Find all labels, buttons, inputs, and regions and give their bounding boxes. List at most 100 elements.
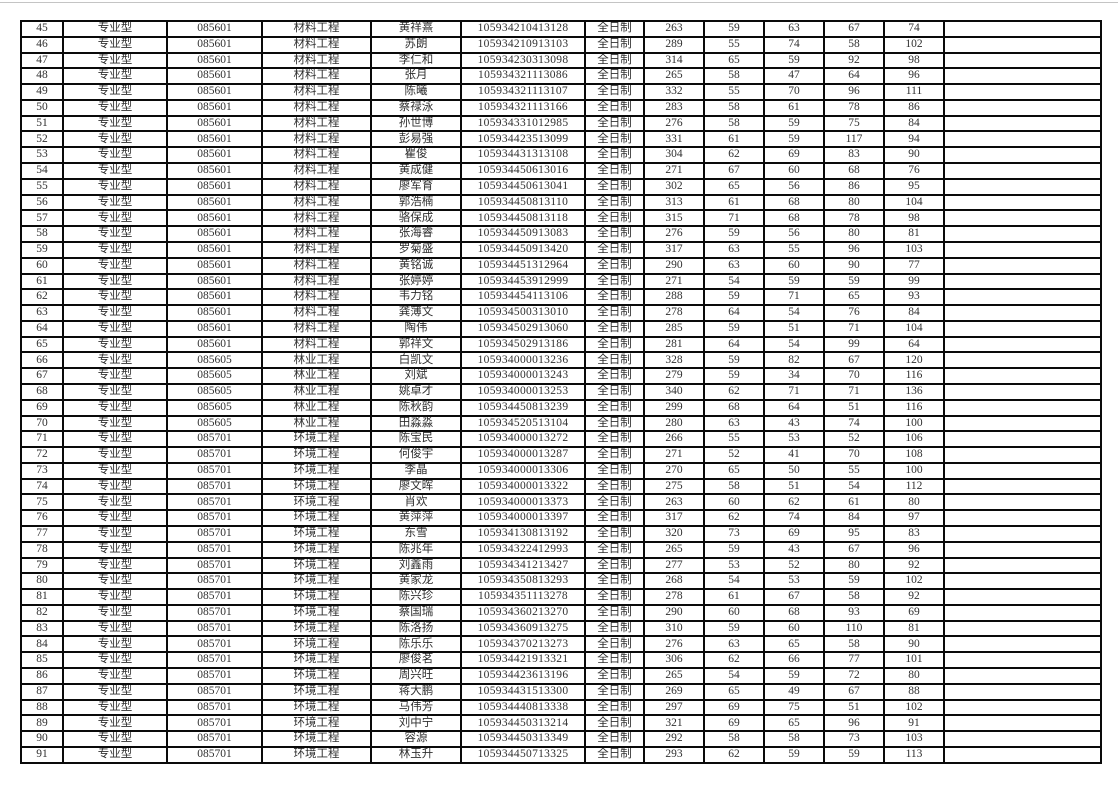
table-row: 65 专业型 085601 材料工程 郭祥文 105934502913186 全日制 281 6…	[20, 335, 1102, 354]
cell-blank	[943, 209, 1102, 228]
cell-score-3: 50	[763, 461, 825, 480]
cell-score-3: 71	[763, 288, 825, 307]
cell-exam-id: 105934423513099	[460, 130, 586, 149]
cell-total-score: 306	[643, 651, 705, 670]
cell-major-name: 材料工程	[261, 256, 372, 275]
cell-score-4: 70	[823, 367, 885, 385]
cell-study-mode: 全日制	[584, 130, 645, 149]
cell-score-5: 64	[883, 335, 945, 354]
cell-total-score: 280	[643, 414, 705, 433]
cell-score-5: 106	[883, 430, 945, 449]
cell-study-mode: 全日制	[584, 20, 645, 38]
cell-score-5: 90	[883, 635, 945, 654]
cell-student-name: 李仁和	[370, 51, 462, 70]
cell-major-code: 085601	[166, 335, 263, 354]
cell-score-2: 63	[703, 414, 765, 433]
cell-major-code: 085701	[166, 651, 263, 670]
cell-total-score: 276	[643, 225, 705, 243]
cell-score-5: 81	[883, 619, 945, 638]
cell-study-mode: 全日制	[584, 588, 645, 606]
table-row: 57 专业型 085601 材料工程 骆保成 105934450813118 全日制 315 7…	[20, 209, 1102, 228]
cell-blank	[943, 714, 1102, 733]
cell-score-5: 113	[883, 745, 945, 765]
cell-score-5: 102	[883, 35, 945, 54]
cell-study-mode: 全日制	[584, 540, 645, 559]
cell-major-name: 环境工程	[261, 714, 372, 733]
cell-score-5: 84	[883, 114, 945, 133]
cell-study-mode: 全日制	[584, 240, 645, 259]
table-row: 59 专业型 085601 材料工程 罗菊盛 105934450913420 全日制 317 6…	[20, 240, 1102, 259]
cell-degree-type: 专业型	[62, 51, 168, 70]
cell-score-2: 59	[703, 351, 765, 370]
cell-row-number: 74	[20, 477, 64, 496]
cell-blank	[943, 682, 1102, 701]
cell-study-mode: 全日制	[584, 493, 645, 512]
cell-score-4: 59	[823, 745, 885, 765]
cell-blank	[943, 635, 1102, 654]
cell-student-name: 廖俊茗	[370, 651, 462, 670]
cell-major-code: 085701	[166, 714, 263, 733]
cell-score-4: 64	[823, 67, 885, 86]
cell-major-code: 085701	[166, 525, 263, 543]
cell-blank	[943, 162, 1102, 180]
cell-major-name: 材料工程	[261, 304, 372, 322]
cell-blank	[943, 319, 1102, 338]
cell-score-2: 59	[703, 288, 765, 307]
cell-row-number: 55	[20, 177, 64, 196]
cell-score-3: 63	[763, 20, 825, 38]
cell-score-4: 80	[823, 556, 885, 575]
cell-study-mode: 全日制	[584, 209, 645, 228]
cell-degree-type: 专业型	[62, 603, 168, 622]
cell-blank	[943, 414, 1102, 433]
cell-degree-type: 专业型	[62, 556, 168, 575]
cell-study-mode: 全日制	[584, 635, 645, 654]
table-row: 70 专业型 085605 林业工程 田淼淼 105934520513104 全日制 280 6…	[20, 414, 1102, 433]
cell-major-name: 材料工程	[261, 67, 372, 86]
cell-major-name: 环境工程	[261, 730, 372, 748]
cell-student-name: 张海睿	[370, 225, 462, 243]
cell-total-score: 315	[643, 209, 705, 228]
cell-score-5: 102	[883, 698, 945, 717]
cell-student-name: 陈曦	[370, 83, 462, 101]
cell-blank	[943, 603, 1102, 622]
cell-score-3: 55	[763, 240, 825, 259]
cell-total-score: 281	[643, 335, 705, 354]
table-row: 45 专业型 085601 材料工程 黄祥熹 105934210413128 全日制 263 5…	[20, 20, 1102, 38]
cell-score-5: 69	[883, 603, 945, 622]
cell-score-3: 65	[763, 635, 825, 654]
cell-score-4: 96	[823, 714, 885, 733]
cell-exam-id: 105934350813293	[460, 572, 586, 591]
cell-score-5: 112	[883, 477, 945, 496]
cell-degree-type: 专业型	[62, 146, 168, 165]
cell-row-number: 50	[20, 98, 64, 117]
cell-score-3: 66	[763, 651, 825, 670]
cell-score-2: 65	[703, 177, 765, 196]
cell-score-2: 62	[703, 651, 765, 670]
cell-score-4: 54	[823, 477, 885, 496]
cell-degree-type: 专业型	[62, 162, 168, 180]
cell-score-4: 92	[823, 51, 885, 70]
cell-score-4: 71	[823, 319, 885, 338]
cell-degree-type: 专业型	[62, 209, 168, 228]
cell-blank	[943, 35, 1102, 54]
cell-row-number: 52	[20, 130, 64, 149]
cell-score-3: 59	[763, 51, 825, 70]
cell-blank	[943, 540, 1102, 559]
cell-student-name: 陶伟	[370, 319, 462, 338]
cell-total-score: 302	[643, 177, 705, 196]
cell-student-name: 蔡禄泳	[370, 98, 462, 117]
cell-score-2: 62	[703, 745, 765, 765]
cell-exam-id: 105934000013322	[460, 477, 586, 496]
cell-total-score: 321	[643, 714, 705, 733]
cell-study-mode: 全日制	[584, 745, 645, 765]
cell-major-name: 材料工程	[261, 83, 372, 101]
cell-degree-type: 专业型	[62, 272, 168, 291]
cell-student-name: 刘斌	[370, 367, 462, 385]
table-row: 71 专业型 085701 环境工程 陈宝民 105934000013272 全日制 266 5…	[20, 430, 1102, 449]
cell-exam-id: 105934321113086	[460, 67, 586, 86]
table-row: 58 专业型 085601 材料工程 张海睿 105934450913083 全日制 276 5…	[20, 225, 1102, 243]
cell-major-name: 材料工程	[261, 146, 372, 165]
cell-score-4: 95	[823, 525, 885, 543]
cell-degree-type: 专业型	[62, 335, 168, 354]
cell-exam-id: 105934000013243	[460, 367, 586, 385]
